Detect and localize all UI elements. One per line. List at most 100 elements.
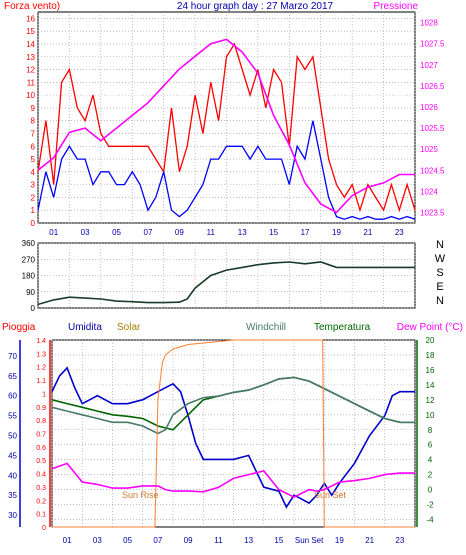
panel2-series-line — [37, 261, 415, 306]
panel1-x-tick: 15 — [269, 228, 278, 237]
rain-axis: 0 0.1 0.2 0.3 0.4 0.5 0.6 0.7 0.8 0.9 1 1.1 1.2 1.3 1.… — [36, 338, 51, 532]
rain-tick: 1.1 — [36, 378, 46, 385]
panel1-x-tick: 03 — [81, 228, 90, 237]
panel2-left-tick: 0 — [31, 304, 36, 313]
panel1-right-tick: 1027.5 — [420, 40, 445, 49]
panel1-right-tick: 1024.5 — [420, 166, 445, 175]
panel3-series-line — [52, 339, 415, 528]
temperature-tick: 14 — [426, 381, 435, 390]
panel1-left-tick: 7 — [31, 129, 36, 138]
panel3-series-line — [51, 376, 415, 435]
rain-tick: 0.3 — [36, 485, 46, 492]
humidity-tick: 40 — [8, 471, 17, 480]
panel1-left-tick: 5 — [31, 155, 36, 164]
panel1-left-tick: 14 — [26, 40, 35, 49]
rain-tick: 0.8 — [36, 418, 46, 425]
panel1-left-label: Forza vento) — [4, 1, 60, 12]
panel2-left-axis: 0 90 180 270 360 — [22, 239, 36, 313]
rain-tick: 0.7 — [36, 432, 46, 439]
temperature-tick: 2 — [428, 471, 433, 480]
chart-title: 24 hour graph day : 27 Marzo 2017 — [177, 1, 334, 12]
rain-tick: 1.4 — [36, 338, 46, 345]
panel1-left-tick: 15 — [26, 27, 35, 36]
panel3-x-tick: 15 — [274, 536, 283, 545]
panel1-left-tick: 10 — [26, 91, 35, 100]
panel2-left-tick: 90 — [26, 288, 35, 297]
rain-tick: 0.5 — [36, 458, 46, 465]
panel3-x-tick: 07 — [153, 536, 162, 545]
panel3-x-tick: 23 — [395, 536, 404, 545]
panel1-left-tick: 4 — [31, 168, 36, 177]
temperature-tick: 4 — [428, 456, 433, 465]
temperature-tick: 6 — [428, 441, 433, 450]
panel3-x-tick: 13 — [244, 536, 253, 545]
header-pioggia: Pioggia — [2, 322, 36, 333]
panel1-right-tick: 1026 — [420, 103, 438, 112]
panel3-series — [51, 339, 415, 528]
temperature-tick: 16 — [426, 366, 435, 375]
humidity-tick: 45 — [8, 451, 17, 460]
panel1-series-line — [37, 42, 416, 213]
rain-tick: 0.2 — [36, 498, 46, 505]
temperature-tick: -2 — [426, 501, 434, 510]
temperature-axis: -4 -2 0 2 4 6 8 10 12 14 16 18 20 — [416, 336, 435, 527]
panel1-series-line — [37, 38, 415, 214]
sun-rise-annotation: Sun Rise — [122, 490, 159, 500]
temperature-tick: 18 — [426, 351, 435, 360]
panel2-left-tick: 270 — [22, 255, 36, 264]
header-windchill: Windchill — [246, 322, 286, 333]
panel1-right-tick: 1023.5 — [420, 208, 445, 217]
panel2-left-tick: 360 — [22, 239, 36, 248]
panel2-direction-label: W — [435, 253, 446, 265]
header-dewpoint: Dew Point (°C) — [397, 322, 463, 333]
panel-temperature-humidity: 0 0.1 0.2 0.3 0.4 0.5 0.6 0.7 0.8 0.9 1 1.1 1.2 1.3 1.… — [8, 336, 435, 545]
temperature-tick: 20 — [426, 336, 435, 345]
panel1-x-tick: 05 — [112, 228, 121, 237]
header-solar: Solar — [117, 322, 141, 333]
panel1-right-tick: 1026.5 — [420, 82, 445, 91]
panel1-left-tick: 13 — [26, 53, 35, 62]
panel1-x-tick: 21 — [363, 228, 372, 237]
panel1-right-axis: 1023.5 1024 1024.5 1025 1025.5 1026 1026.5 1027… — [420, 19, 445, 218]
panel1-right-tick: 1025 — [420, 145, 438, 154]
panel1-left-tick: 1 — [31, 206, 36, 215]
panel1-right-label: Pressione — [374, 1, 419, 12]
rain-tick: 0.9 — [36, 405, 46, 412]
panel3-x-tick: 11 — [214, 536, 223, 545]
humidity-tick: 60 — [8, 392, 17, 401]
temperature-tick: 12 — [426, 396, 435, 405]
panel2-direction-label: E — [436, 281, 443, 293]
panel3-x-tick: 09 — [184, 536, 193, 545]
panel2-direction-label: S — [436, 267, 443, 279]
panel1-grid — [37, 12, 416, 224]
panel3-series-line — [51, 366, 415, 509]
panel1-x-tick: 01 — [49, 228, 58, 237]
rain-tick: 0.4 — [36, 472, 46, 479]
panel1-x-tick: 07 — [144, 228, 153, 237]
humidity-axis: 30 35 40 45 50 55 60 65 70 — [8, 340, 21, 527]
panel3-x-tick: 01 — [63, 536, 72, 545]
panel1-x-tick: 19 — [332, 228, 341, 237]
panel1-left-tick: 6 — [31, 142, 36, 151]
rain-tick: 0 — [42, 525, 46, 532]
panel2-series — [37, 261, 415, 306]
panel3-x-tick: 03 — [93, 536, 102, 545]
header-umidita: Umidita — [68, 322, 102, 333]
panel1-left-tick: 2 — [31, 193, 36, 202]
temperature-tick: 8 — [428, 426, 433, 435]
panel1-series-line — [37, 120, 416, 220]
humidity-tick: 55 — [8, 412, 17, 421]
panel3-x-tick: 05 — [123, 536, 132, 545]
rain-tick: 0.6 — [36, 445, 46, 452]
panel1-x-tick: 09 — [175, 228, 184, 237]
panel1-left-tick: 11 — [27, 78, 36, 87]
panel3-x-tick: 19 — [335, 536, 344, 545]
panel1-x-tick: 17 — [301, 228, 310, 237]
panel2-left-tick: 180 — [22, 272, 36, 281]
rain-tick: 1.2 — [36, 365, 46, 372]
